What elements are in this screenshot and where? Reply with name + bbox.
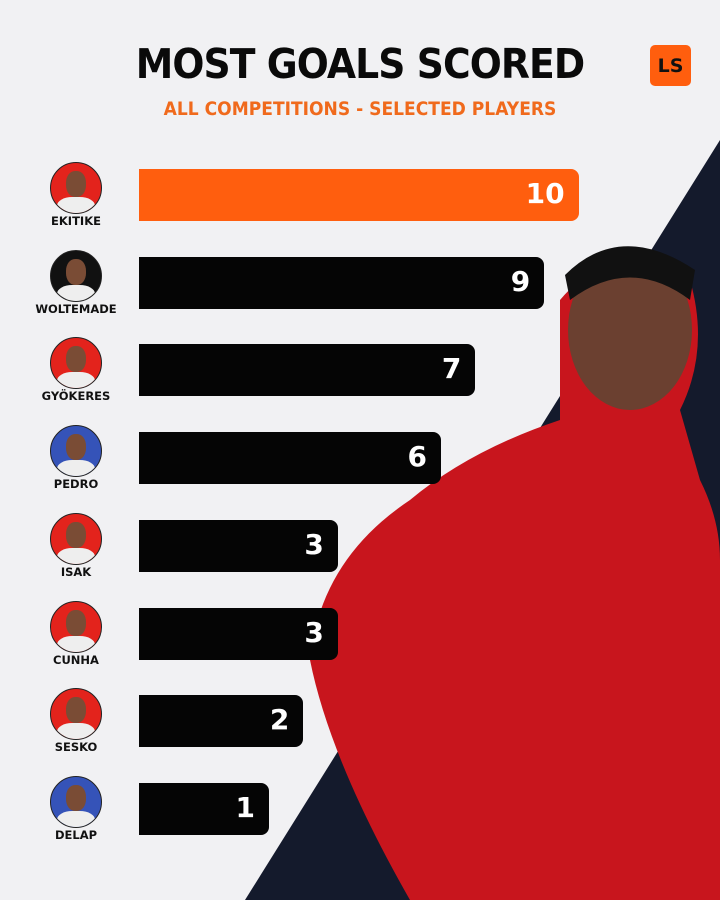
bar: 7 — [139, 344, 476, 397]
bar-value-label: 1 — [235, 790, 255, 824]
chart-row: DELAP 1 — [0, 765, 720, 853]
bar-value-label: 10 — [525, 177, 565, 210]
bar: 9 — [139, 256, 545, 309]
chart-row: WOLTEMADE 9 — [0, 239, 720, 327]
chart-row: CUNHA 3 — [0, 590, 720, 678]
bar: 3 — [139, 607, 338, 660]
chart-row: SESKO 2 — [0, 677, 720, 765]
player-name-label: PEDRO — [53, 477, 99, 492]
player-name-label: GYÖKERES — [41, 389, 111, 404]
bar: 6 — [139, 432, 441, 485]
bar-value-label: 3 — [304, 615, 324, 649]
bar: 10 — [139, 169, 579, 221]
player-avatar — [50, 688, 102, 741]
player-avatar — [50, 249, 102, 302]
player-avatar — [50, 600, 102, 653]
player-name-label: SESKO — [54, 740, 98, 755]
brand-logo: LS — [650, 45, 691, 86]
player-name-label: EKITIKE — [51, 214, 101, 228]
bar-value-label: 2 — [269, 703, 290, 737]
bar-value-label: 6 — [407, 440, 427, 474]
bar-value-label: 9 — [510, 264, 531, 298]
chart-row: PEDRO 6 — [0, 414, 720, 502]
player-avatar — [50, 512, 102, 565]
player-name-label: WOLTEMADE — [35, 301, 117, 316]
bar: 2 — [139, 695, 304, 748]
chart-row: GYÖKERES 7 — [0, 326, 720, 414]
chart-row: EKITIKE 10 — [0, 151, 720, 239]
player-name-label: CUNHA — [53, 652, 99, 667]
player-name-label: ISAK — [60, 564, 92, 579]
bar-value-label: 3 — [304, 527, 324, 561]
bar-value-label: 7 — [441, 352, 462, 386]
chart-subtitle: ALL COMPETITIONS - SELECTED PLAYERS — [163, 98, 557, 120]
chart-title: MOST GOALS SCORED — [135, 40, 585, 88]
bar: 3 — [139, 519, 338, 572]
player-avatar — [50, 425, 102, 478]
player-avatar — [50, 337, 102, 390]
player-avatar — [50, 775, 102, 828]
bar: 1 — [139, 782, 269, 835]
player-name-label: DELAP — [54, 827, 98, 842]
chart-row: ISAK 3 — [0, 502, 720, 590]
player-avatar — [50, 162, 102, 214]
